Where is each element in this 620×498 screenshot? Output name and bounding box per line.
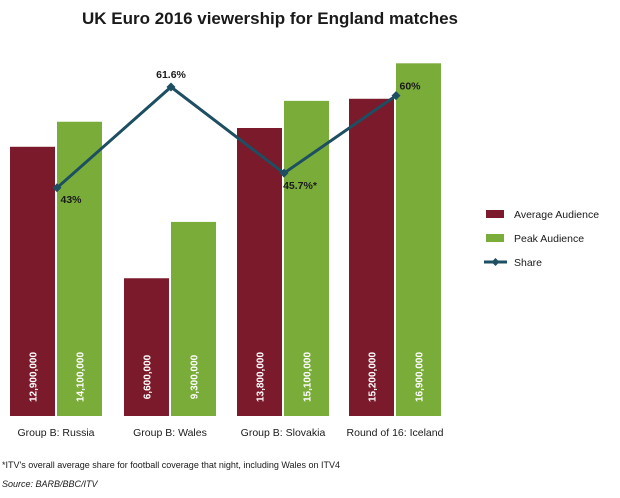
share-point-1 (52, 183, 62, 193)
share-value-label-4: 60% (399, 81, 421, 93)
legend-peak-audience-swatch (486, 234, 504, 242)
legend-average-audience-swatch (486, 210, 504, 218)
labels-layer: 12,900,000 14,100,000 Group B: Russia 6,600… (17, 69, 443, 439)
average-audience-value-label-2: 6,600,000 (143, 354, 154, 399)
legend: Average Audience Peak Audience Share (484, 209, 599, 269)
share-point-2 (166, 82, 176, 92)
category-label-4: Round of 16: Iceland (347, 427, 444, 439)
peak-audience-bar-2 (171, 221, 216, 416)
average-audience-value-label-4: 15,200,000 (368, 352, 379, 402)
category-label-3: Group B: Slovakia (241, 427, 326, 439)
share-point-4 (391, 91, 401, 101)
share-value-label-1: 43% (60, 194, 82, 206)
peak-audience-value-label-2: 9,300,000 (190, 354, 201, 399)
average-audience-value-label-1: 12,900,000 (29, 352, 40, 402)
average-audience-bar-2 (124, 278, 169, 416)
source-note: Source: BARB/BBC/ITV (2, 479, 99, 489)
legend-share-marker (491, 258, 500, 266)
legend-peak-audience-label: Peak Audience (514, 233, 584, 245)
share-point-3 (279, 168, 289, 178)
chart-title: UK Euro 2016 viewership for England matc… (82, 9, 458, 28)
share-line-layer (52, 82, 401, 193)
share-value-label-3: 45.7%* (283, 180, 318, 192)
peak-audience-bar-3 (284, 100, 329, 416)
footnote: *ITV's overall average share for footbal… (2, 460, 340, 470)
peak-audience-bar-4 (396, 63, 441, 417)
bars-layer (10, 63, 441, 417)
legend-average-audience-label: Average Audience (514, 209, 599, 221)
peak-audience-value-label-1: 14,100,000 (76, 352, 87, 402)
average-audience-bar-3 (237, 127, 282, 416)
average-audience-value-label-3: 13,800,000 (256, 352, 267, 402)
category-label-1: Group B: Russia (17, 427, 94, 439)
peak-audience-bar-1 (57, 121, 102, 416)
peak-audience-value-label-3: 15,100,000 (303, 352, 314, 402)
average-audience-bar-1 (10, 146, 55, 417)
legend-share-label: Share (514, 257, 542, 269)
share-value-label-2: 61.6% (156, 69, 186, 81)
category-label-2: Group B: Wales (133, 427, 207, 439)
average-audience-bar-4 (349, 98, 394, 416)
peak-audience-value-label-4: 16,900,000 (415, 352, 426, 402)
share-line (56, 85, 397, 189)
